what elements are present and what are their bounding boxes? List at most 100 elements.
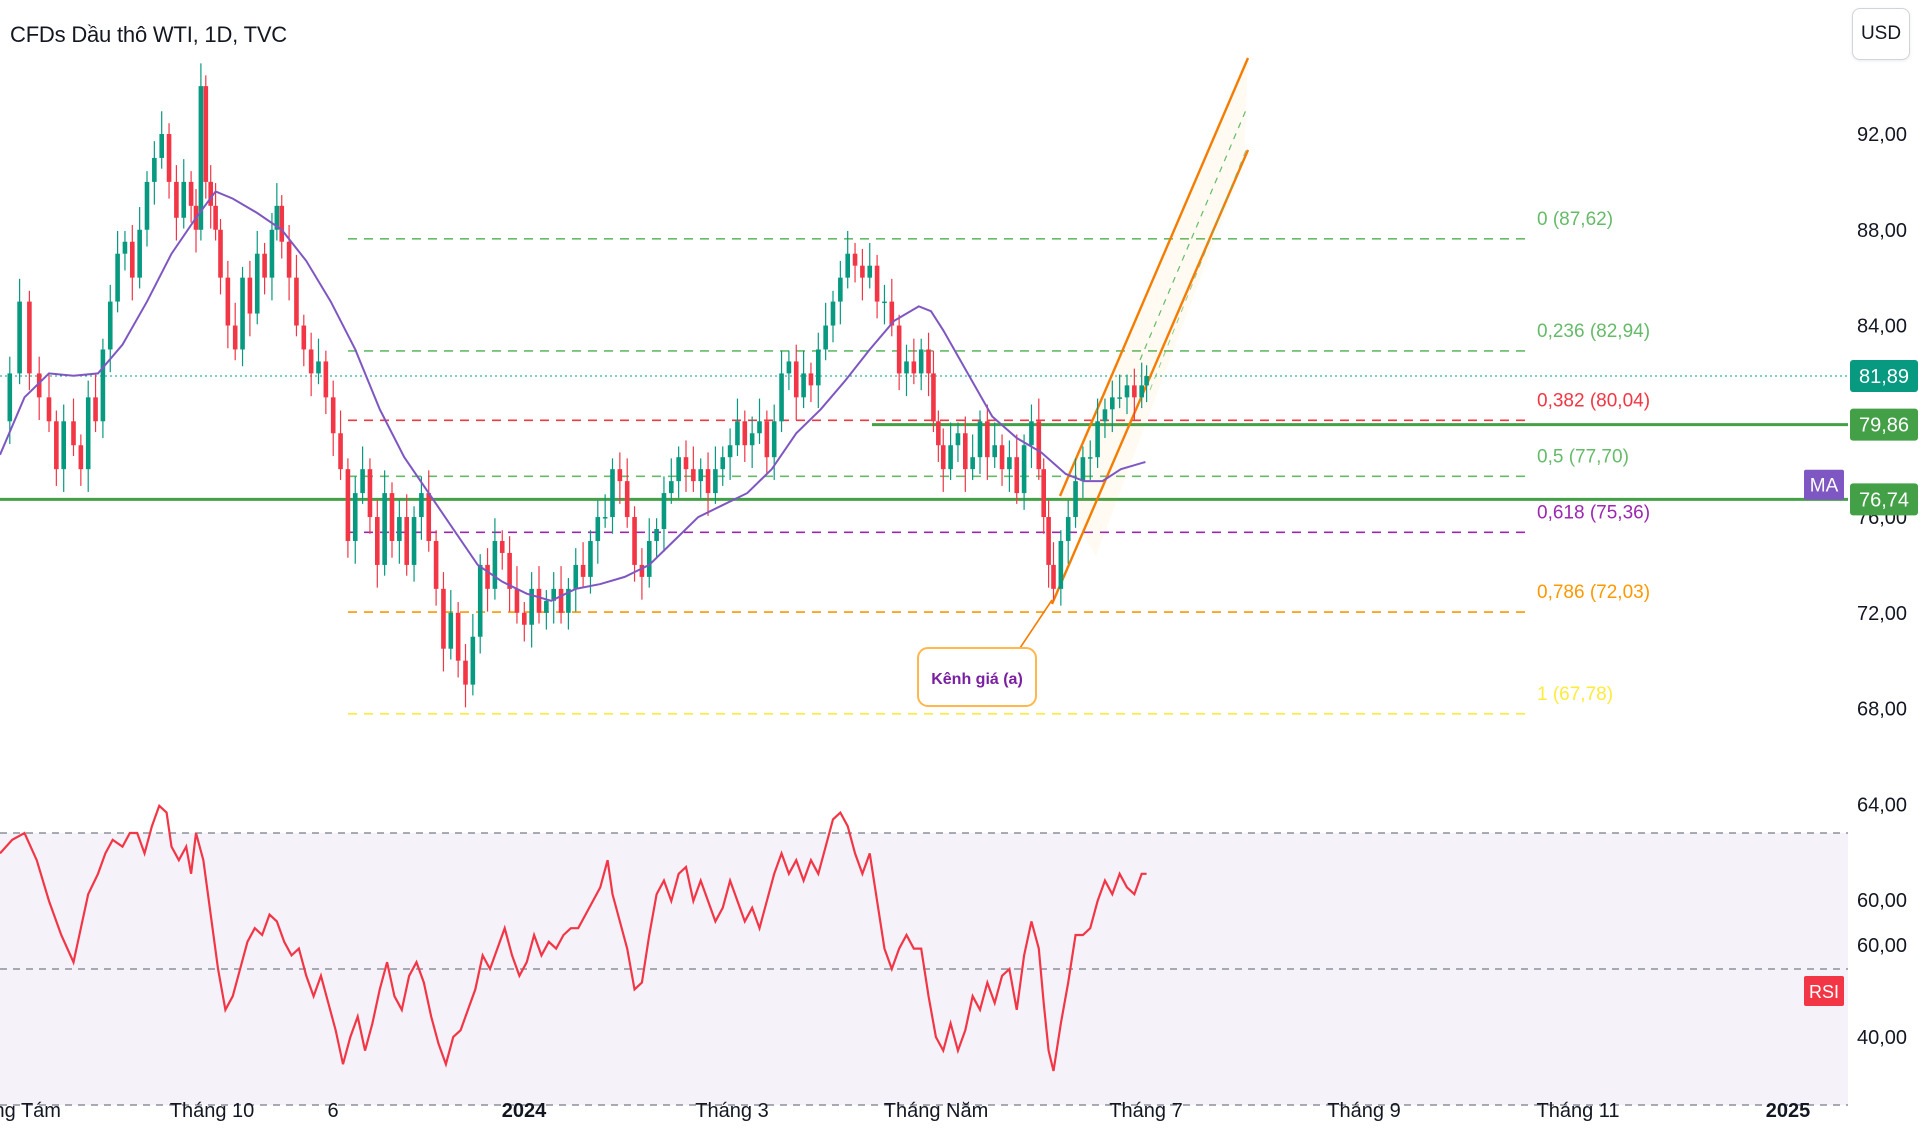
candle-body [352, 493, 358, 541]
candle [352, 476, 358, 564]
candle [181, 159, 187, 229]
candle [1139, 362, 1144, 409]
candle [889, 278, 895, 337]
candle-body [492, 540, 498, 589]
candle [93, 374, 98, 433]
candle [389, 482, 395, 558]
candle-body [404, 517, 409, 565]
candle-body [522, 612, 527, 625]
ma-line[interactable] [0, 190, 1146, 602]
candle [940, 428, 946, 492]
candle-body [654, 529, 659, 541]
candle [46, 374, 52, 433]
candle [1029, 404, 1034, 468]
candle [1144, 365, 1149, 403]
candle [1021, 434, 1027, 510]
candle-body [779, 373, 784, 422]
candle [448, 590, 454, 660]
candle-body [71, 421, 76, 446]
candle [992, 422, 997, 468]
candle [122, 230, 128, 271]
candle-body [786, 361, 792, 374]
candle-body [166, 134, 172, 182]
candle [279, 195, 285, 259]
candle-body [551, 588, 556, 601]
candle-body [274, 205, 280, 230]
ma-badge[interactable]: MA [1804, 469, 1844, 500]
x-tick-label: 2025 [1766, 1100, 1811, 1122]
candle-body [661, 493, 667, 530]
candle-body [544, 600, 549, 613]
fib-level-label: 0,382 (80,04) [1537, 390, 1650, 411]
candle [188, 171, 194, 223]
candle-body [860, 265, 865, 278]
candle-body [742, 421, 748, 446]
candle-body [1014, 457, 1020, 494]
candle-body [970, 457, 975, 470]
candle [218, 218, 223, 295]
candle [823, 302, 828, 361]
candle [404, 494, 409, 576]
candle-body [676, 457, 681, 482]
price-badge-label: 76,74 [1859, 489, 1909, 511]
price-badge-label: 79,86 [1859, 415, 1909, 437]
candle [254, 230, 260, 325]
candle-body [646, 540, 652, 577]
candle [1117, 374, 1122, 409]
candle [78, 434, 84, 486]
candle-body [808, 373, 814, 386]
candle-body [669, 481, 674, 494]
annotation-label: Kênh giá (a) [931, 671, 1023, 688]
candle-body [203, 86, 209, 182]
candle [566, 578, 571, 630]
candle [507, 536, 512, 612]
candle-body [720, 457, 726, 470]
candle-body [85, 397, 91, 470]
rsi-badge[interactable]: RSI [1804, 976, 1844, 1006]
candle [705, 452, 711, 516]
candle [793, 344, 799, 421]
candle [691, 446, 696, 492]
candle-body [130, 241, 135, 278]
candle [375, 500, 380, 588]
candle-body [617, 469, 623, 482]
currency-button[interactable]: USD [1852, 8, 1910, 60]
candle-body [1087, 457, 1093, 459]
rsi-y-tick-label: 40,00 [1857, 1027, 1907, 1049]
y-tick-label: 72,00 [1857, 603, 1907, 625]
candle-body [999, 445, 1005, 470]
rsi-line[interactable] [0, 803, 1147, 1072]
price-badge: 81,89 [1850, 360, 1918, 393]
candle-body [301, 325, 307, 350]
candle-body [441, 588, 446, 649]
candle [536, 566, 542, 624]
candle-body [536, 588, 542, 613]
x-tick-label: 6 [327, 1100, 338, 1122]
channel-lower-line[interactable] [1050, 149, 1250, 605]
price-badge-bg [1850, 408, 1918, 441]
candle-body [639, 564, 645, 577]
candle [367, 458, 373, 534]
candle [977, 410, 983, 474]
candle [771, 404, 777, 480]
channel-annotation[interactable]: Kênh giá (a) [917, 599, 1053, 707]
candle-body [852, 253, 858, 266]
candle-body [279, 205, 285, 242]
candle [433, 530, 439, 606]
candle-body [100, 349, 106, 422]
candle-body [705, 469, 711, 494]
candle-body [1065, 517, 1071, 541]
candle-body [93, 397, 98, 422]
candle [931, 350, 936, 433]
candle [1087, 440, 1093, 480]
price-axis[interactable] [1848, 0, 1921, 1134]
candle-body [727, 445, 733, 458]
candle [595, 500, 601, 564]
candle [948, 422, 953, 480]
candle-body [232, 325, 238, 350]
channel-upper-line[interactable] [1058, 57, 1250, 497]
candle [639, 548, 645, 600]
candle-body [433, 540, 439, 589]
